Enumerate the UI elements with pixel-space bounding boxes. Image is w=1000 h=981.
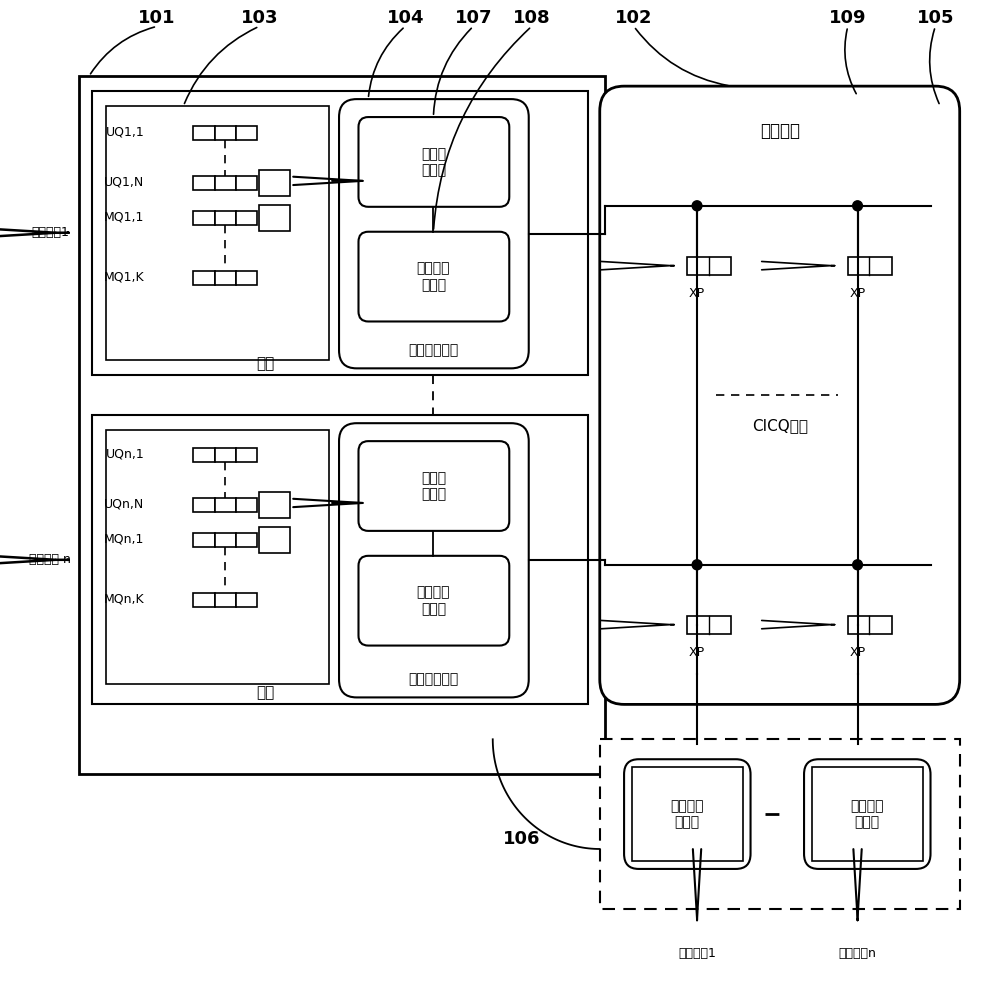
Bar xyxy=(193,448,215,462)
Bar xyxy=(632,767,743,861)
Circle shape xyxy=(692,560,702,570)
Text: XP: XP xyxy=(849,287,866,300)
Text: 102: 102 xyxy=(615,10,653,27)
Text: 集成调度装置: 集成调度装置 xyxy=(408,343,459,357)
Bar xyxy=(215,448,236,462)
Text: 107: 107 xyxy=(455,10,492,27)
Text: 输入端口
调度器: 输入端口 调度器 xyxy=(417,262,450,291)
Text: UQ1,N: UQ1,N xyxy=(104,176,144,188)
Bar xyxy=(259,527,290,553)
Text: 交换芯片: 交换芯片 xyxy=(760,122,800,140)
Text: 101: 101 xyxy=(138,10,176,27)
Bar xyxy=(215,533,236,546)
Bar xyxy=(215,498,236,512)
Text: 流量监
测模块: 流量监 测模块 xyxy=(421,471,446,501)
Text: 输入端口 n: 输入端口 n xyxy=(29,553,71,566)
Bar xyxy=(236,211,257,225)
Text: 106: 106 xyxy=(503,830,541,848)
Text: UQn,1: UQn,1 xyxy=(106,447,144,461)
Bar xyxy=(193,211,215,225)
Bar xyxy=(848,257,892,275)
Text: MQn,K: MQn,K xyxy=(104,593,144,605)
Text: MQ1,K: MQ1,K xyxy=(104,270,144,284)
Bar xyxy=(215,211,236,225)
Bar xyxy=(236,176,257,190)
Circle shape xyxy=(853,201,862,211)
Text: XP: XP xyxy=(689,646,705,659)
Text: MQn,1: MQn,1 xyxy=(104,533,144,545)
Bar xyxy=(193,533,215,546)
Bar xyxy=(193,126,215,140)
Bar xyxy=(215,126,236,140)
Bar xyxy=(193,271,215,284)
Bar xyxy=(812,767,923,861)
Bar xyxy=(106,431,329,685)
Bar xyxy=(193,176,215,190)
Bar xyxy=(259,170,290,196)
Text: 104: 104 xyxy=(386,10,424,27)
Bar xyxy=(687,616,731,634)
Bar xyxy=(259,205,290,231)
FancyBboxPatch shape xyxy=(624,759,751,869)
Bar xyxy=(236,448,257,462)
Text: 输入端口
调度器: 输入端口 调度器 xyxy=(417,586,450,616)
Text: XP: XP xyxy=(689,287,705,300)
Bar xyxy=(92,91,588,376)
Bar xyxy=(92,415,588,704)
Bar xyxy=(236,126,257,140)
FancyBboxPatch shape xyxy=(600,86,960,704)
FancyBboxPatch shape xyxy=(358,232,509,322)
Bar xyxy=(236,498,257,512)
Text: CICQ结构: CICQ结构 xyxy=(752,418,808,433)
Bar xyxy=(193,498,215,512)
Text: MQ1,1: MQ1,1 xyxy=(104,210,144,224)
Text: 108: 108 xyxy=(513,10,550,27)
Bar xyxy=(106,106,329,360)
Text: 线卡: 线卡 xyxy=(256,356,275,371)
Bar xyxy=(215,593,236,606)
Bar xyxy=(848,616,892,634)
Text: 输出端口
调度器: 输出端口 调度器 xyxy=(851,799,884,829)
Text: UQn,N: UQn,N xyxy=(104,497,144,510)
Text: 流量监
测模块: 流量监 测模块 xyxy=(421,147,446,177)
Text: 输出端口1: 输出端口1 xyxy=(678,948,716,960)
Bar xyxy=(215,176,236,190)
Text: 输出端口n: 输出端口n xyxy=(839,948,876,960)
Text: 输出端口
调度器: 输出端口 调度器 xyxy=(671,799,704,829)
FancyBboxPatch shape xyxy=(358,556,509,645)
FancyBboxPatch shape xyxy=(804,759,931,869)
Bar xyxy=(236,271,257,284)
Bar xyxy=(687,257,731,275)
Text: 109: 109 xyxy=(829,10,867,27)
Text: 105: 105 xyxy=(917,10,954,27)
FancyBboxPatch shape xyxy=(358,117,509,207)
Text: XP: XP xyxy=(849,646,866,659)
Bar xyxy=(193,593,215,606)
Text: UQ1,1: UQ1,1 xyxy=(106,126,144,138)
Text: 线卡: 线卡 xyxy=(256,685,275,699)
Bar xyxy=(236,533,257,546)
Bar xyxy=(79,77,605,774)
Bar xyxy=(259,492,290,518)
Text: 集成调度装置: 集成调度装置 xyxy=(408,672,459,687)
Circle shape xyxy=(692,201,702,211)
Bar xyxy=(215,271,236,284)
FancyBboxPatch shape xyxy=(339,99,529,368)
FancyBboxPatch shape xyxy=(358,441,509,531)
Bar xyxy=(236,593,257,606)
Bar xyxy=(600,740,960,908)
FancyBboxPatch shape xyxy=(339,423,529,697)
Text: 103: 103 xyxy=(241,10,278,27)
Circle shape xyxy=(853,560,862,570)
Text: 输入端口1: 输入端口1 xyxy=(31,227,69,239)
